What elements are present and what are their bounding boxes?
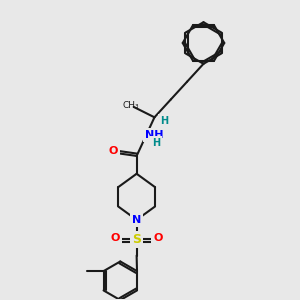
Text: H: H <box>152 138 160 148</box>
Text: N: N <box>132 215 141 225</box>
Text: H: H <box>160 116 168 126</box>
Text: CH₃: CH₃ <box>123 101 140 110</box>
Text: O: O <box>108 146 118 157</box>
Text: NH: NH <box>145 130 163 140</box>
Text: O: O <box>110 233 120 243</box>
Text: O: O <box>153 233 163 243</box>
Text: S: S <box>132 233 141 246</box>
